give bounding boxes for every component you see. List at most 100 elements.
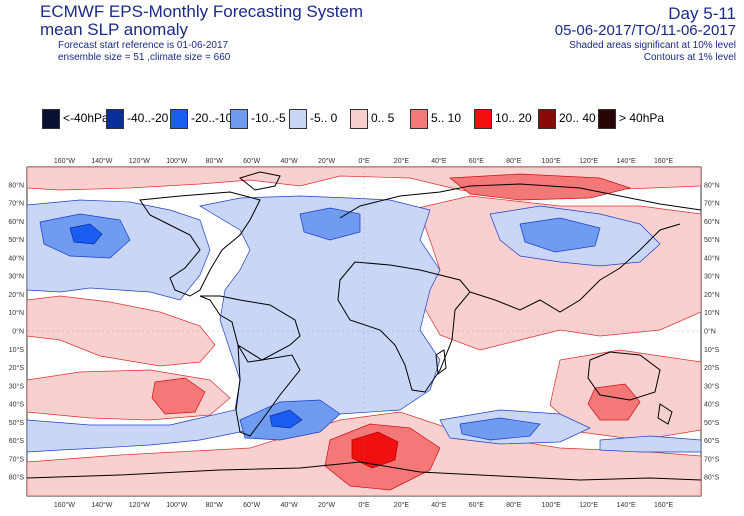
lon-tick-label: 40°E (431, 501, 447, 509)
lon-tick-label: 0°E (358, 501, 370, 509)
lat-tick-label: 60°N (704, 218, 720, 226)
lat-tick-label: 0°N (704, 328, 716, 336)
lat-tick-label: 20°N (704, 291, 720, 299)
lon-tick-label: 120°E (579, 157, 598, 165)
lat-tick-label: 40°N (704, 254, 720, 262)
lat-tick-label: 10°S (9, 346, 25, 354)
legend-swatch (230, 109, 248, 129)
lat-tick-label: 70°S (9, 455, 25, 463)
lon-tick-label: 20°E (394, 501, 410, 509)
very-strong-positive-region (351, 431, 399, 469)
lat-tick-label: 30°N (8, 273, 24, 281)
lat-tick-label: 30°N (704, 273, 720, 281)
legend-swatch (106, 109, 124, 129)
lon-tick-label: 80°W (206, 157, 224, 165)
legend-label: 5.. 10 (431, 111, 462, 125)
lon-tick-label: 140°W (91, 157, 112, 165)
lat-tick-label: 20°S (9, 364, 25, 372)
lon-tick-label: 120°W (129, 157, 150, 165)
lon-tick-label: 80°E (506, 157, 522, 165)
legend-swatch (474, 109, 492, 129)
lon-tick-label: 160°W (54, 501, 75, 509)
lon-tick-label: 60°E (469, 501, 485, 509)
lat-tick-label: 60°N (8, 218, 24, 226)
lon-tick-label: 40°W (281, 157, 299, 165)
lat-tick-label: 10°N (8, 309, 24, 317)
ensemble-size-note: ensemble size = 51 ,climate size = 660 (58, 52, 231, 63)
chart-subtitle: mean SLP anomaly (40, 20, 189, 39)
world-map: 160°W 140°W 120°W 100°W 80°W 60°W 40°W 20°W 0°E 2… (8, 157, 720, 509)
legend-label: 10.. 20 (495, 111, 532, 125)
chart-title: ECMWF EPS-Monthly Forecasting System (40, 2, 364, 21)
lat-tick-label: 60°S (704, 437, 720, 445)
lat-tick-label: 70°N (704, 200, 720, 208)
lat-tick-label: 20°N (8, 291, 24, 299)
legend-swatch (598, 109, 616, 129)
forecast-start-note: Forecast start reference is 01-06-2017 (58, 40, 229, 51)
lat-tick-label: 30°S (9, 382, 25, 390)
lon-tick-label: 20°W (318, 501, 336, 509)
lon-tick-label: 160°W (54, 157, 75, 165)
lon-tick-label: 60°W (243, 501, 261, 509)
lon-tick-label: 100°W (166, 157, 187, 165)
shaded-significance-note: Shaded areas significant at 10% level (569, 40, 736, 51)
lat-tick-label: 70°N (8, 200, 24, 208)
legend-swatch (410, 109, 428, 129)
lat-tick-label: 80°N (704, 181, 720, 189)
lat-tick-label: 40°N (8, 254, 24, 262)
lat-tick-label: 80°S (704, 474, 720, 482)
lon-tick-label: 60°E (469, 157, 485, 165)
date-range: 05-06-2017/TO/11-06-2017 (554, 22, 736, 39)
lon-tick-label: 100°E (542, 157, 561, 165)
legend-swatch (289, 109, 307, 129)
lat-tick-label: 70°S (704, 455, 720, 463)
lat-tick-label: 80°S (9, 474, 25, 482)
lat-tick-label: 30°S (704, 382, 720, 390)
lon-tick-label: 20°E (394, 157, 410, 165)
lat-tick-label: 50°S (9, 419, 25, 427)
legend-label: -5.. 0 (310, 111, 338, 125)
lat-tick-label: 10°N (704, 309, 720, 317)
lon-tick-label: 160°E (654, 501, 673, 509)
lon-tick-label: 40°W (281, 501, 299, 509)
lat-tick-label: 50°N (704, 236, 720, 244)
lat-tick-label: 50°S (704, 419, 720, 427)
lon-tick-label: 120°W (129, 501, 150, 509)
legend-label: -10..-5 (251, 111, 286, 125)
lat-tick-label: 20°S (704, 364, 720, 372)
lon-tick-label: 120°E (579, 501, 598, 509)
legend-label: -40..-20 (127, 111, 169, 125)
legend-swatch (350, 109, 368, 129)
day-range: Day 5-11 (668, 4, 736, 23)
lat-tick-label: 10°S (704, 346, 720, 354)
legend-label: 20.. 40 (559, 111, 596, 125)
lon-tick-label: 0°E (358, 157, 370, 165)
lon-tick-label: 140°W (91, 501, 112, 509)
legend-label: 0.. 5 (371, 111, 395, 125)
legend-swatch (538, 109, 556, 129)
contour-significance-note: Contours at 1% level (643, 52, 736, 63)
lat-tick-label: 80°N (8, 181, 24, 189)
legend-label: <-40hPa (63, 111, 109, 125)
lat-tick-label: 40°S (704, 401, 720, 409)
legend-label: > 40hPa (619, 111, 665, 125)
legend-swatch (170, 109, 188, 129)
lat-tick-label: 50°N (8, 236, 24, 244)
strong-negative-regions (69, 223, 303, 429)
lon-tick-label: 20°W (318, 157, 336, 165)
lon-tick-label: 80°E (506, 501, 522, 509)
lon-tick-label: 140°E (617, 157, 636, 165)
lat-tick-label: 60°S (9, 437, 25, 445)
lon-tick-label: 40°E (431, 157, 447, 165)
legend-label: -20..-10 (191, 111, 233, 125)
lon-tick-label: 100°W (166, 501, 187, 509)
lat-tick-label: 40°S (9, 401, 25, 409)
lon-tick-label: 100°E (542, 501, 561, 509)
lat-tick-label: 0°N (12, 328, 24, 336)
lon-tick-label: 160°E (654, 157, 673, 165)
lon-tick-label: 80°W (206, 501, 224, 509)
legend-swatch (42, 109, 60, 129)
lon-tick-label: 60°W (243, 157, 261, 165)
lon-tick-label: 140°E (617, 501, 636, 509)
coastlines (27, 171, 701, 481)
